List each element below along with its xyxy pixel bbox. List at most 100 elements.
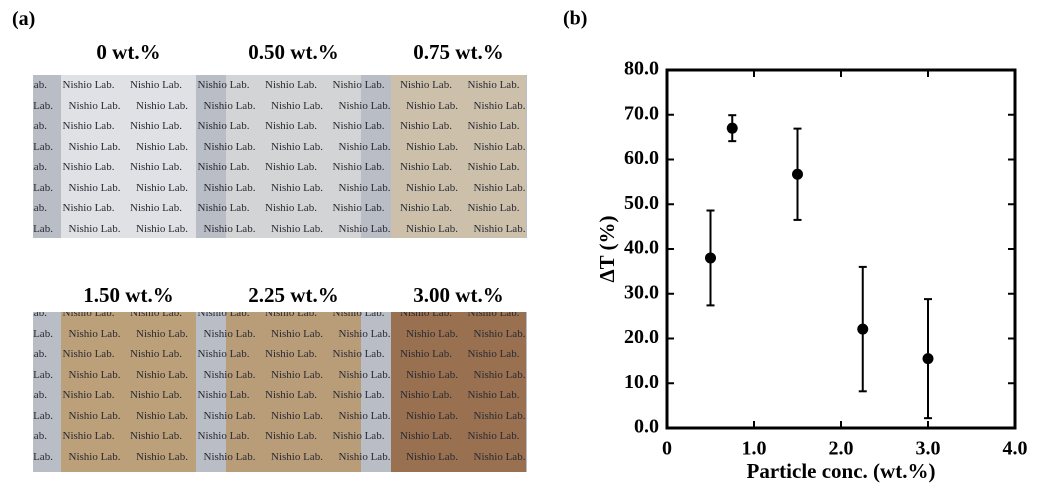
x-tick-label: 0 <box>662 438 672 460</box>
watermark-text: Nishio Lab. <box>400 312 452 319</box>
watermark-text: Nishio Lab. <box>130 161 182 173</box>
watermark-text: Nishio Lab. <box>68 140 121 153</box>
watermark-text: Nishio Lab. <box>33 161 47 173</box>
watermark-text: Nishio Lab. <box>338 450 391 463</box>
y-tick-label: 20.0 <box>624 326 659 348</box>
watermark-text: Nishio Lab. <box>197 120 250 132</box>
photo: Nishio Lab. Nishio Lab. Nishio Lab. Nishio … <box>33 75 527 238</box>
sample-label: 2.25 wt.% <box>248 283 339 307</box>
watermark-text: Nishio Lab. <box>33 348 47 360</box>
watermark-text: Nishio Lab. <box>136 450 188 463</box>
watermark-text: Nishio Lab. <box>332 79 385 91</box>
watermark-text: Nishio Lab. <box>197 161 250 173</box>
watermark-row: Nishio Lab. Nishio Lab. Nishio Lab. Nishio … <box>33 324 527 345</box>
watermark-text: Nishio Lab. <box>467 79 520 91</box>
watermark-row: Nishio Lab. Nishio Lab. Nishio Lab. Nishio … <box>33 96 527 117</box>
watermark-text: Nishio Lab. <box>33 79 47 91</box>
watermark-text: Nishio Lab. <box>332 430 385 442</box>
plot-frame <box>665 68 1017 430</box>
sample-film <box>61 75 196 238</box>
watermark-text: Nishio Lab. <box>68 181 121 194</box>
watermark-text: Nishio Lab. <box>203 450 256 463</box>
x-tick-label: 3.0 <box>916 438 941 460</box>
watermark-text: Nishio Lab. <box>136 222 188 235</box>
watermark-text: Nishio Lab. <box>406 327 458 340</box>
watermark-text: Nishio Lab. <box>130 348 182 360</box>
watermark-text: Nishio Lab. <box>136 140 188 153</box>
watermark-text: Nishio Lab. <box>62 120 115 132</box>
watermark-text: Nishio Lab. <box>136 99 188 112</box>
y-tick-label: 50.0 <box>624 192 659 214</box>
watermark-text: Nishio Lab. <box>62 161 115 173</box>
watermark-text: Nishio Lab. <box>265 79 317 91</box>
watermark-text: Nishio Lab. <box>33 409 53 422</box>
watermark-text: Nishio Lab. <box>68 450 121 463</box>
watermark-text: Nishio Lab. <box>332 202 385 214</box>
watermark-text: Nishio Lab. <box>332 348 385 360</box>
watermark-text: Nishio Lab. <box>33 120 47 132</box>
sample-label: 0.75 wt.% <box>413 40 504 64</box>
sample-film <box>61 312 196 472</box>
y-tick-label: 40.0 <box>624 237 659 259</box>
watermark-text: Nishio Lab. <box>338 181 391 194</box>
watermark-text: Nishio Lab. <box>33 99 53 112</box>
watermark-text: Nishio Lab. <box>203 327 256 340</box>
watermark-text: Nishio Lab. <box>33 140 53 153</box>
watermark-row: Nishio Lab. Nishio Lab. Nishio Lab. Nishio … <box>33 137 527 158</box>
watermark-text: Nishio Lab. <box>33 450 53 463</box>
watermark-text: Nishio Lab. <box>271 368 323 381</box>
watermark-row: Nishio Lab. Nishio Lab. Nishio Lab. Nishio … <box>33 219 527 239</box>
watermark-row: Nishio Lab. Nishio Lab. Nishio Lab. Nishio … <box>33 178 527 199</box>
watermark-text: Nishio Lab. <box>332 120 385 132</box>
panel-label: (a) <box>12 8 36 30</box>
watermark-text: Nishio Lab. <box>473 409 526 422</box>
sample-label: 1.50 wt.% <box>83 283 174 307</box>
watermark-text: Nishio Lab. <box>265 389 317 401</box>
watermark-text: Nishio Lab. <box>406 99 458 112</box>
watermark-text: Nishio Lab. <box>406 140 458 153</box>
watermark-text: Nishio Lab. <box>33 327 53 340</box>
watermark-text: Nishio Lab. <box>130 312 182 319</box>
y-tick-label: 10.0 <box>624 371 659 393</box>
sample-film <box>391 312 526 472</box>
watermark-text: Nishio Lab. <box>33 368 53 381</box>
watermark-text: Nishio Lab. <box>467 120 520 132</box>
watermark-text: Nishio Lab. <box>203 99 256 112</box>
watermark-text: Nishio Lab. <box>400 348 452 360</box>
watermark-text: Nishio Lab. <box>62 202 115 214</box>
watermark-grid: Nishio Lab. Nishio Lab. Nishio Lab. Nishio … <box>33 312 527 467</box>
watermark-text: Nishio Lab. <box>136 409 188 422</box>
watermark-text: Nishio Lab. <box>68 327 121 340</box>
watermark-text: Nishio Lab. <box>265 161 317 173</box>
watermark-text: Nishio Lab. <box>265 120 317 132</box>
watermark-text: Nishio Lab. <box>265 430 317 442</box>
watermark-text: Nishio Lab. <box>473 450 526 463</box>
watermark-text: Nishio Lab. <box>332 389 385 401</box>
watermark-text: Nishio Lab. <box>332 161 385 173</box>
watermark-text: Nishio Lab. <box>265 312 317 319</box>
watermark-text: Nishio Lab. <box>467 161 520 173</box>
watermark-text: Nishio Lab. <box>130 430 182 442</box>
watermark-text: Nishio Lab. <box>400 430 452 442</box>
watermark-text: Nishio Lab. <box>338 99 391 112</box>
watermark-text: Nishio Lab. <box>400 79 452 91</box>
point <box>705 252 716 264</box>
watermark-row: Nishio Lab. Nishio Lab. Nishio Lab. Nishio … <box>33 75 527 96</box>
watermark-text: Nishio Lab. <box>271 140 323 153</box>
watermark-text: Nishio Lab. <box>271 222 323 235</box>
watermark-text: Nishio Lab. <box>33 389 47 401</box>
watermark-text: Nishio Lab. <box>197 348 250 360</box>
watermark-row: Nishio Lab. Nishio Lab. Nishio Lab. Nishio … <box>33 157 527 178</box>
watermark-text: Nishio Lab. <box>130 120 182 132</box>
watermark-text: Nishio Lab. <box>400 389 452 401</box>
watermark-text: Nishio Lab. <box>332 312 385 319</box>
watermark-grid: Nishio Lab. Nishio Lab. Nishio Lab. Nishio … <box>33 75 527 238</box>
y-tick-label: 0.0 <box>634 416 659 438</box>
watermark-text: Nishio Lab. <box>136 327 188 340</box>
watermark-text: Nishio Lab. <box>62 430 115 442</box>
watermark-row: Nishio Lab. Nishio Lab. Nishio Lab. Nishio … <box>33 426 527 447</box>
watermark-row: Nishio Lab. Nishio Lab. Nishio Lab. Nishio … <box>33 365 527 386</box>
watermark-text: Nishio Lab. <box>136 181 188 194</box>
watermark-text: Nishio Lab. <box>406 409 458 422</box>
